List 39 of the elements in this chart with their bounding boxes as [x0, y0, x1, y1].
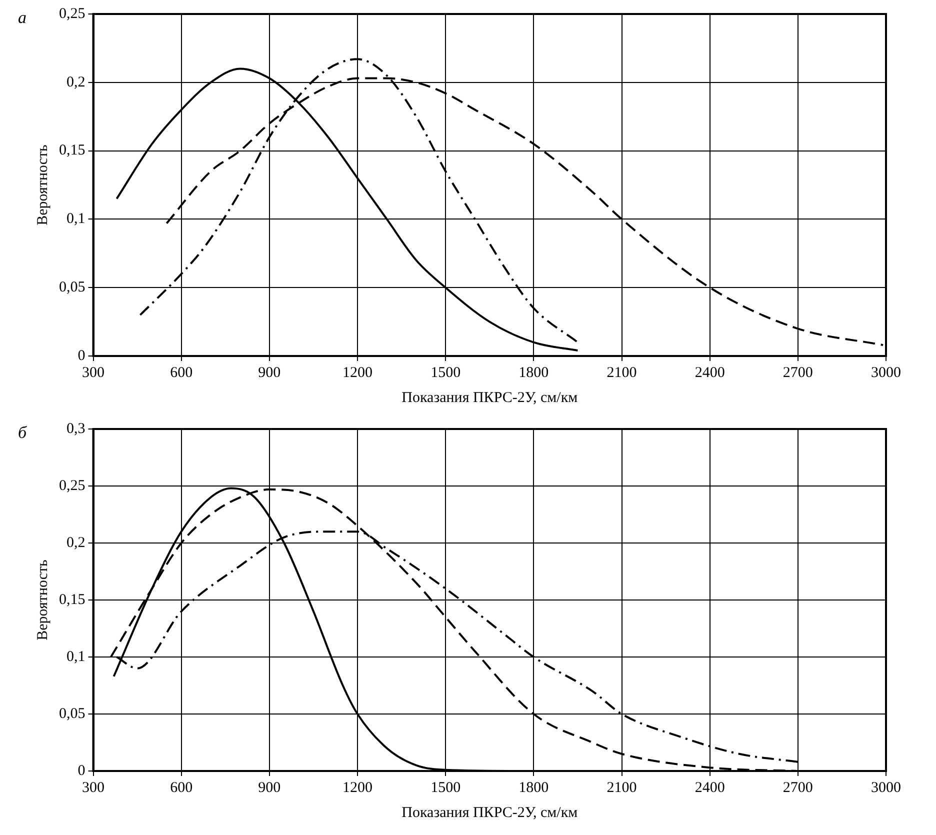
y-tick-label: 0,2 — [66, 74, 86, 90]
y-tick-label: 0,25 — [59, 478, 86, 494]
x-tick-label: 3000 — [871, 364, 901, 381]
x-tick-label: 1800 — [518, 364, 549, 381]
x-tick-label: 300 — [82, 780, 104, 796]
y-tick-label: 0,15 — [59, 592, 86, 608]
x-tick-label: 900 — [258, 364, 281, 381]
y-tick-label: 0,05 — [59, 280, 86, 296]
x-tick-label: 1500 — [430, 780, 461, 796]
y-tick-label: 0,1 — [66, 211, 86, 228]
x-tick-label: 300 — [82, 364, 104, 381]
x-tick-label: 1200 — [342, 780, 372, 796]
x-tick-label: 2400 — [694, 364, 725, 381]
y-tick-label: 0,2 — [66, 534, 86, 551]
x-tick-label: 2100 — [606, 364, 637, 381]
x-tick-label: 1500 — [430, 364, 461, 381]
y-axis-title: Вероятность — [34, 559, 51, 640]
x-tick-label: 2700 — [782, 364, 813, 381]
x-axis-title: Показания ПКРС-2У, см/км — [402, 390, 578, 406]
y-tick-label: 0,3 — [66, 420, 86, 437]
y-axis-title: Вероятность — [34, 144, 51, 226]
text: б — [18, 423, 27, 443]
y-tick-label: 0,15 — [59, 142, 86, 159]
x-tick-label: 600 — [170, 780, 193, 796]
y-tick-label: 0,1 — [66, 648, 86, 665]
text: а — [18, 8, 26, 28]
x-tick-label: 2100 — [606, 780, 637, 796]
y-tick-label: 0 — [78, 348, 86, 364]
x-axis-title: Показания ПКРС-2У, см/км — [402, 804, 578, 821]
x-tick-label: 2700 — [782, 780, 813, 796]
y-tick-label: 0 — [78, 762, 86, 779]
x-tick-label: 1800 — [518, 780, 549, 796]
x-tick-label: 3000 — [871, 780, 901, 796]
x-tick-label: 900 — [258, 780, 281, 796]
x-tick-label: 2400 — [694, 780, 725, 796]
x-tick-label: 600 — [170, 364, 193, 381]
y-tick-label: 0,25 — [59, 6, 86, 22]
x-tick-label: 1200 — [342, 364, 372, 381]
y-tick-label: 0,05 — [59, 706, 86, 722]
